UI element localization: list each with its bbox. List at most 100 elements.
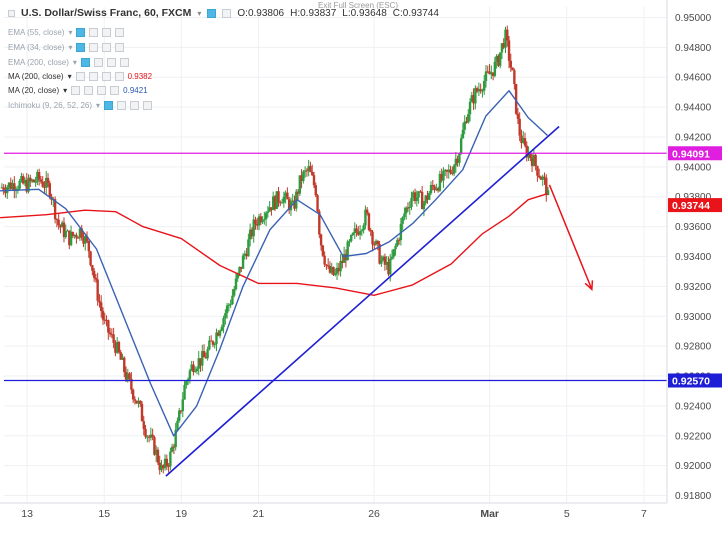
settings-icon[interactable] xyxy=(89,42,99,52)
indicator-row-ma-200[interactable]: MA (200, close) ▾ 0.9382 xyxy=(8,69,152,83)
x-tick-label: 7 xyxy=(641,508,647,520)
candle-body xyxy=(252,219,255,237)
candle-body xyxy=(429,185,433,194)
candle-body xyxy=(151,434,154,438)
candle-body xyxy=(87,240,91,252)
chevron-down-icon[interactable]: ▾ xyxy=(197,8,202,18)
candle-body xyxy=(137,400,140,404)
candle-body xyxy=(381,256,385,261)
candle-body xyxy=(57,219,60,226)
candle-body xyxy=(332,266,335,276)
close-icon[interactable] xyxy=(114,71,124,81)
chevron-down-icon[interactable]: ▾ xyxy=(72,57,77,67)
candle-body xyxy=(139,400,142,404)
indicator-row-ma-20[interactable]: MA (20, close) ▾ 0.9421 xyxy=(8,83,148,97)
high-value: H:0.93837 xyxy=(290,7,337,19)
trendline xyxy=(165,125,560,477)
candle-body xyxy=(4,190,7,194)
close-icon[interactable] xyxy=(110,85,120,95)
candle-body xyxy=(534,154,537,167)
add-icon[interactable] xyxy=(130,100,140,110)
eye-icon[interactable] xyxy=(76,27,86,37)
candle-body xyxy=(483,80,486,91)
candle-body xyxy=(307,166,310,171)
candle-body xyxy=(383,256,387,265)
candle-body xyxy=(80,228,83,238)
candle-body xyxy=(484,71,488,81)
candle-body xyxy=(131,389,135,400)
candle-body xyxy=(277,191,280,203)
candle-body xyxy=(192,364,195,372)
settings-icon[interactable] xyxy=(93,57,103,67)
close-icon[interactable] xyxy=(143,100,153,110)
collapse-icon[interactable] xyxy=(8,9,15,17)
candle-body xyxy=(224,313,227,319)
candle-body xyxy=(105,320,108,322)
candle-body xyxy=(328,266,332,273)
add-icon[interactable] xyxy=(102,27,112,37)
eye-icon[interactable] xyxy=(80,57,90,67)
add-icon[interactable] xyxy=(102,42,112,52)
candle-body xyxy=(197,358,200,369)
candle-body xyxy=(94,277,98,280)
candle-body xyxy=(358,231,362,235)
candle-body xyxy=(103,319,106,321)
eye-icon[interactable] xyxy=(75,71,85,81)
close-icon[interactable] xyxy=(115,27,125,37)
chevron-down-icon[interactable]: ▾ xyxy=(68,27,73,37)
candle-body xyxy=(23,180,27,184)
close-icon[interactable] xyxy=(119,57,129,67)
candle-body xyxy=(149,434,153,438)
candle-body xyxy=(225,305,229,314)
candle-body xyxy=(193,371,197,373)
candle-body xyxy=(78,228,82,238)
candle-body xyxy=(7,182,11,188)
eye-icon[interactable] xyxy=(104,100,114,110)
settings-icon[interactable] xyxy=(117,100,127,110)
candle-body xyxy=(303,170,307,172)
candle-body xyxy=(268,207,271,212)
close-icon[interactable] xyxy=(115,42,125,52)
chevron-down-icon[interactable]: ▾ xyxy=(67,71,72,81)
add-icon[interactable] xyxy=(97,85,107,95)
candle-body xyxy=(68,230,71,246)
eye-icon[interactable] xyxy=(76,42,86,52)
candle-body xyxy=(280,202,284,204)
chevron-down-icon[interactable]: ▾ xyxy=(68,42,73,52)
candle-body xyxy=(91,265,94,271)
eye-icon[interactable] xyxy=(207,8,217,18)
y-tick-label: 0.92400 xyxy=(675,401,712,412)
exit-fullscreen-hint[interactable]: Exit Full Screen (ESC) xyxy=(318,1,399,10)
settings-icon[interactable] xyxy=(222,8,232,18)
candle-body xyxy=(420,191,424,210)
symbol-title[interactable]: U.S. Dollar/Swiss Franc, 60, FXCM xyxy=(21,7,192,19)
resistance-price-label: 0.94091 xyxy=(672,148,710,160)
indicator-row-ema-200[interactable]: EMA (200, close) ▾ xyxy=(8,55,133,69)
candle-body xyxy=(360,230,364,232)
candle-body xyxy=(374,240,378,245)
candle-body xyxy=(13,183,16,192)
candle-body xyxy=(165,458,169,466)
settings-icon[interactable] xyxy=(84,85,94,95)
indicator-row-ichimoku[interactable]: Ichimoku (9, 26, 52, 26) ▾ xyxy=(8,98,156,112)
y-tick-label: 0.94600 xyxy=(675,73,712,84)
chevron-down-icon[interactable]: ▾ xyxy=(63,85,68,95)
candle-body xyxy=(537,175,541,178)
candle-body xyxy=(270,207,273,211)
settings-icon[interactable] xyxy=(88,71,98,81)
eye-icon[interactable] xyxy=(71,85,81,95)
candle-body xyxy=(0,187,4,189)
candle-body xyxy=(188,370,192,380)
add-icon[interactable] xyxy=(106,57,116,67)
candle-body xyxy=(25,180,28,192)
indicator-row-ema-55[interactable]: EMA (55, close) ▾ xyxy=(8,25,128,39)
chevron-down-icon[interactable]: ▾ xyxy=(96,100,101,110)
candle-body xyxy=(121,357,124,360)
indicator-row-ema-34[interactable]: EMA (34, close) ▾ xyxy=(8,40,128,54)
candle-body xyxy=(163,458,167,469)
candle-body xyxy=(71,231,75,237)
settings-icon[interactable] xyxy=(89,27,99,37)
add-icon[interactable] xyxy=(101,71,111,81)
